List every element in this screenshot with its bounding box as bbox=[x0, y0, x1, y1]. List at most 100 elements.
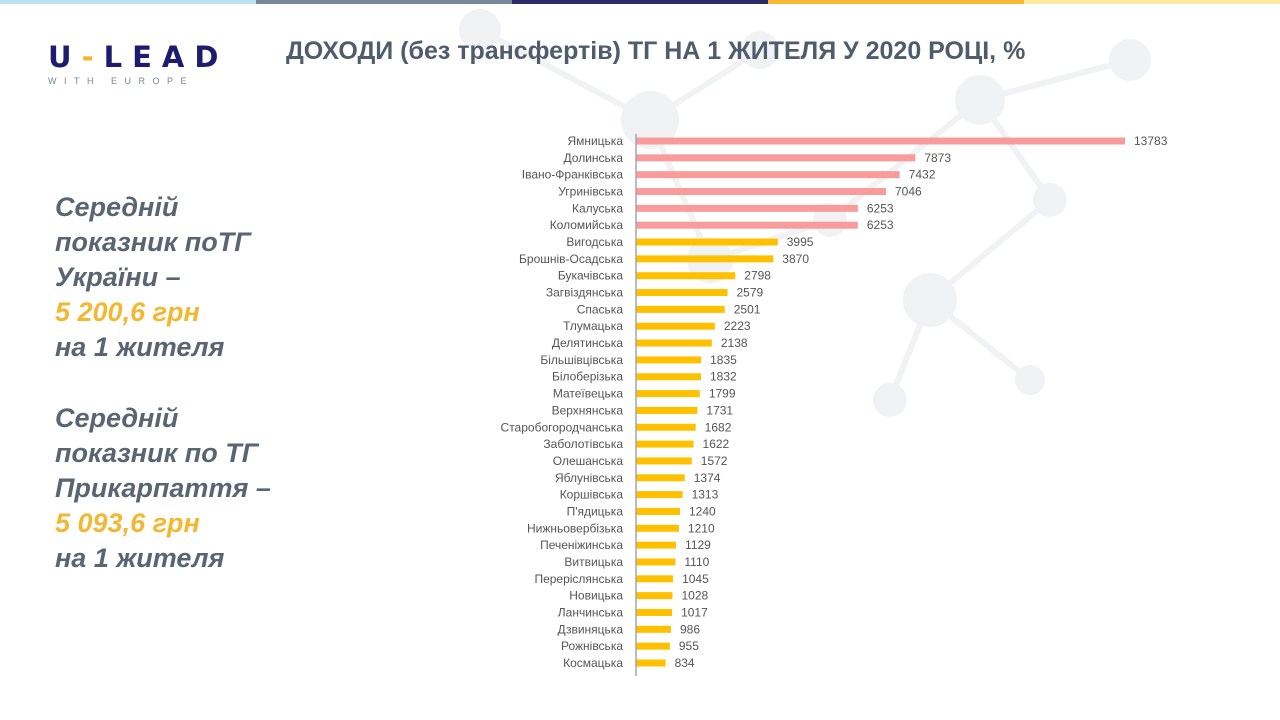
category-label: Спаська bbox=[577, 302, 624, 316]
bar bbox=[636, 171, 900, 179]
data-label: 1017 bbox=[681, 605, 708, 619]
bar bbox=[636, 356, 702, 364]
category-label: Переріслянська bbox=[534, 572, 623, 586]
category-label: Нижньовербізька bbox=[527, 521, 623, 535]
bar bbox=[636, 322, 715, 330]
data-label: 1622 bbox=[703, 437, 730, 451]
data-label: 1832 bbox=[710, 370, 737, 384]
bar bbox=[636, 188, 886, 196]
category-label: Калуська bbox=[572, 201, 623, 215]
category-label: Вигодська bbox=[566, 235, 623, 249]
category-label: Делятинська bbox=[552, 336, 623, 350]
data-label: 3995 bbox=[787, 235, 814, 249]
top-stripe-2 bbox=[256, 0, 512, 4]
bar bbox=[636, 592, 673, 600]
category-label: Ямницька bbox=[567, 134, 623, 148]
bar bbox=[636, 474, 685, 482]
bar bbox=[636, 255, 774, 263]
u-lead-logo: U-LEAD WITH EUROPE bbox=[48, 40, 229, 86]
data-label: 7432 bbox=[909, 168, 936, 182]
category-label: Космацька bbox=[563, 656, 623, 670]
data-label: 1240 bbox=[689, 504, 716, 518]
bar bbox=[636, 272, 736, 280]
bar bbox=[636, 221, 858, 229]
category-label: Рожнівська bbox=[561, 639, 623, 653]
summary-text: Середній показник поТГ України – 5 200,6… bbox=[55, 192, 271, 573]
top-stripe-1 bbox=[0, 0, 256, 4]
bar bbox=[636, 423, 696, 431]
data-label: 7046 bbox=[895, 185, 922, 199]
bar bbox=[636, 491, 683, 499]
data-label: 1799 bbox=[709, 387, 736, 401]
data-label: 1682 bbox=[705, 420, 732, 434]
category-label: П'ядицька bbox=[567, 504, 624, 518]
data-label: 7873 bbox=[924, 151, 951, 165]
bar bbox=[636, 558, 676, 566]
bar bbox=[636, 137, 1125, 145]
data-label: 2138 bbox=[721, 336, 748, 350]
data-label: 2501 bbox=[734, 302, 761, 316]
category-label: Олешанська bbox=[553, 454, 624, 468]
bar bbox=[636, 154, 916, 162]
top-stripe-3 bbox=[512, 0, 768, 4]
data-label: 1572 bbox=[701, 454, 728, 468]
bar bbox=[636, 507, 680, 515]
data-label: 1210 bbox=[688, 521, 715, 535]
bar bbox=[636, 390, 700, 398]
category-label: Долинська bbox=[564, 151, 624, 165]
category-label: Загвіздянська bbox=[546, 286, 623, 300]
category-label: Білоберізька bbox=[552, 370, 623, 384]
category-label: Верхнянська bbox=[552, 403, 624, 417]
data-label: 1028 bbox=[681, 589, 708, 603]
category-label: Печеніжинська bbox=[540, 538, 623, 552]
bar bbox=[636, 659, 666, 667]
ukraine-average-value: 5 200,6 грн bbox=[55, 297, 200, 327]
bar bbox=[636, 524, 679, 532]
bar bbox=[636, 541, 677, 549]
prykarpattia-average-value: 5 093,6 грн bbox=[55, 508, 200, 538]
category-label: Заболотівська bbox=[543, 437, 623, 451]
category-label: Коломийська bbox=[550, 218, 624, 232]
top-stripe-4 bbox=[768, 0, 1024, 4]
top-stripe-5 bbox=[1024, 0, 1280, 4]
data-label: 6253 bbox=[867, 218, 894, 232]
data-label: 1129 bbox=[685, 538, 711, 552]
category-label: Коршівська bbox=[560, 488, 624, 502]
category-label: Яблунівська bbox=[555, 471, 623, 485]
category-label: Тлумацька bbox=[563, 319, 623, 333]
data-label: 2798 bbox=[744, 269, 771, 283]
category-label: Брошнів-Осадська bbox=[519, 252, 623, 266]
bar bbox=[636, 608, 673, 616]
category-label: Матеївецька bbox=[553, 387, 623, 401]
category-label: Більшівцівська bbox=[540, 353, 623, 367]
bar bbox=[636, 625, 671, 633]
bar bbox=[636, 373, 701, 381]
data-label: 1835 bbox=[710, 353, 737, 367]
category-label: Угринівська bbox=[558, 185, 623, 199]
data-label: 834 bbox=[675, 656, 695, 670]
data-label: 3870 bbox=[782, 252, 809, 266]
category-label: Дзвиняцька bbox=[557, 622, 623, 636]
bar bbox=[636, 339, 712, 347]
data-label: 1374 bbox=[694, 471, 721, 485]
data-label: 955 bbox=[679, 639, 699, 653]
page-title: ДОХОДИ (без трансфертів) ТГ НА 1 ЖИТЕЛЯ … bbox=[286, 37, 1026, 65]
bar bbox=[636, 457, 692, 465]
bar bbox=[636, 204, 858, 212]
bar bbox=[636, 642, 670, 650]
data-label: 1045 bbox=[682, 572, 709, 586]
data-label: 2223 bbox=[724, 319, 751, 333]
data-label: 1313 bbox=[692, 488, 719, 502]
bar bbox=[636, 440, 694, 448]
data-label: 6253 bbox=[867, 201, 894, 215]
data-label: 1110 bbox=[684, 555, 709, 569]
category-label: Старобогородчанська bbox=[501, 420, 624, 434]
category-label: Івано-Франківська bbox=[522, 168, 624, 182]
data-label: 13783 bbox=[1134, 134, 1168, 148]
data-label: 2579 bbox=[736, 286, 763, 300]
bar bbox=[636, 289, 728, 297]
bar bbox=[636, 305, 725, 313]
data-label: 1731 bbox=[706, 403, 733, 417]
data-label: 986 bbox=[680, 622, 700, 636]
